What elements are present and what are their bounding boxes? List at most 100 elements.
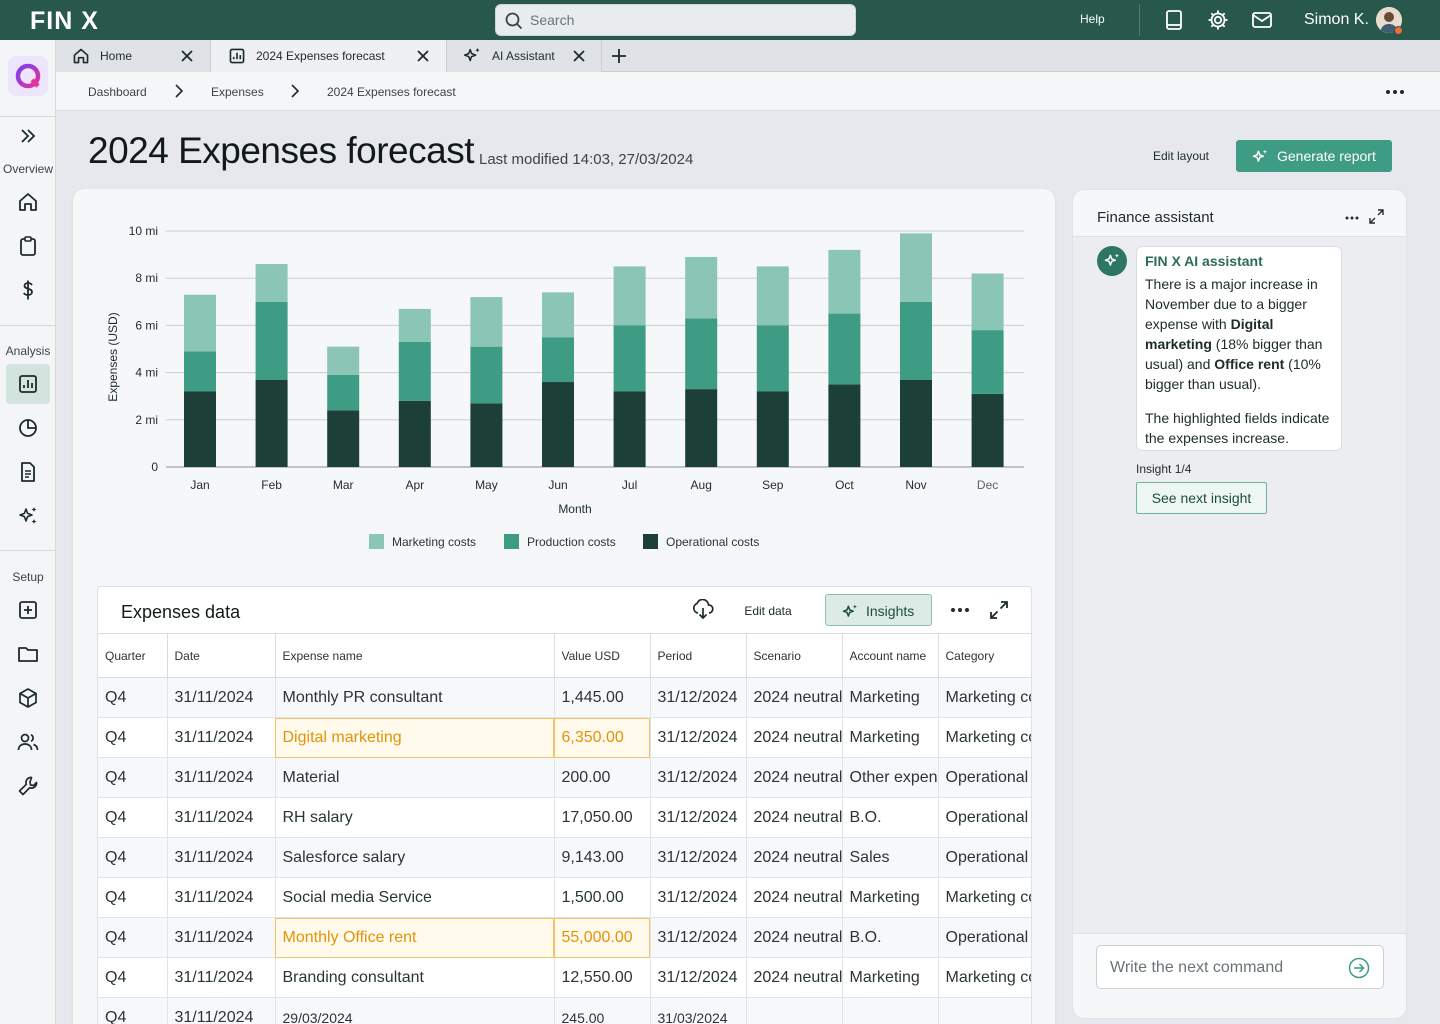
table-row[interactable]: Q4 31/11/2024 Salesforce salary 9,143.00 31/… xyxy=(98,837,1031,878)
book-icon[interactable] xyxy=(1163,9,1185,31)
table-cell[interactable]: 31/12/2024 xyxy=(650,957,747,998)
breadcrumb-dashboard[interactable]: Dashboard xyxy=(88,85,147,99)
bar-production-costs[interactable] xyxy=(900,301,932,380)
table-cell[interactable]: 31/03/2024 xyxy=(650,997,747,1024)
table-cell[interactable]: Operational costs xyxy=(938,797,1031,838)
table-cell[interactable]: Q4 xyxy=(98,677,168,718)
user-name[interactable]: Simon K. xyxy=(1304,11,1369,28)
table-cell[interactable]: 2024 neutral xyxy=(746,877,843,918)
table-cell[interactable]: Q4 xyxy=(98,997,168,1024)
box-icon[interactable] xyxy=(17,687,39,709)
table-row[interactable]: Q4 31/11/2024 Monthly PR consultant 1,445.0… xyxy=(98,677,1031,718)
bar-operational-costs[interactable] xyxy=(327,410,360,467)
table-cell[interactable]: 31/11/2024 xyxy=(167,957,276,998)
generate-report-button[interactable]: Generate report xyxy=(1236,140,1392,172)
table-cell[interactable]: 31/11/2024 xyxy=(167,677,276,718)
folder-icon[interactable] xyxy=(17,643,39,665)
table-cell[interactable]: 2024 neutral xyxy=(746,717,843,758)
table-cell[interactable]: 31/12/2024 xyxy=(650,717,747,758)
add-icon[interactable] xyxy=(17,599,39,621)
table-cell[interactable]: Monthly Office rent xyxy=(275,917,555,958)
table-cell[interactable]: Q4 xyxy=(98,917,168,958)
table-cell[interactable]: 31/12/2024 xyxy=(650,797,747,838)
table-cell[interactable]: B.O. xyxy=(842,797,939,838)
edit-data-button[interactable]: Edit data xyxy=(738,602,798,620)
table-cell[interactable]: 200.00 xyxy=(554,757,651,798)
table-cell[interactable]: Q4 xyxy=(98,877,168,918)
table-cell[interactable]: 31/11/2024 xyxy=(167,837,276,878)
column-header[interactable]: Account name xyxy=(842,633,939,678)
table-row[interactable]: Q4 31/11/2024 29/03/2024 245.00 31/03/2024 xyxy=(98,997,1031,1024)
expand-icon[interactable] xyxy=(17,125,39,147)
table-cell[interactable]: Marketing xyxy=(842,677,939,718)
table-cell[interactable]: Marketing costs xyxy=(938,717,1031,758)
tab-ai-assistant[interactable]: AI Assistant xyxy=(447,40,602,72)
table-cell[interactable]: 31/12/2024 xyxy=(650,677,747,718)
bar-production-costs[interactable] xyxy=(470,346,503,404)
mail-icon[interactable] xyxy=(1251,9,1273,31)
table-cell[interactable]: Marketing xyxy=(842,877,939,918)
bar-operational-costs[interactable] xyxy=(184,391,216,467)
new-tab-icon[interactable] xyxy=(611,48,627,64)
table-cell[interactable]: 2024 neutral xyxy=(746,797,843,838)
bar-marketing-costs[interactable] xyxy=(971,273,1004,331)
table-cell[interactable]: RH salary xyxy=(275,797,555,838)
close-icon[interactable] xyxy=(417,50,429,62)
document-icon[interactable] xyxy=(17,461,39,483)
table-cell[interactable]: 31/11/2024 xyxy=(167,917,276,958)
sparkle-icon[interactable] xyxy=(17,505,39,527)
table-cell[interactable]: Operational costs xyxy=(938,837,1031,878)
table-cell[interactable]: 12,550.00 xyxy=(554,957,651,998)
bar-operational-costs[interactable] xyxy=(542,382,574,467)
column-header[interactable]: Category xyxy=(938,633,1031,678)
expand-icon[interactable] xyxy=(989,600,1009,620)
bar-marketing-costs[interactable] xyxy=(900,233,932,302)
table-cell[interactable]: Q4 xyxy=(98,837,168,878)
bar-marketing-costs[interactable] xyxy=(756,266,789,326)
table-cell[interactable]: Q4 xyxy=(98,797,168,838)
bar-operational-costs[interactable] xyxy=(685,389,718,467)
send-icon[interactable] xyxy=(1348,957,1370,979)
bar-production-costs[interactable] xyxy=(398,341,431,401)
table-cell[interactable]: 31/11/2024 xyxy=(167,797,276,838)
table-cell[interactable]: Monthly PR consultant xyxy=(275,677,555,718)
close-icon[interactable] xyxy=(181,50,193,62)
table-cell[interactable]: 31/11/2024 xyxy=(167,717,276,758)
table-cell[interactable]: 29/03/2024 xyxy=(275,997,555,1024)
bar-operational-costs[interactable] xyxy=(971,393,1004,467)
table-cell[interactable]: 2024 neutral xyxy=(746,677,843,718)
table-cell[interactable] xyxy=(746,997,843,1024)
table-cell[interactable]: 2024 neutral xyxy=(746,957,843,998)
table-cell[interactable]: Material xyxy=(275,757,555,798)
table-row[interactable]: Q4 31/11/2024 RH salary 17,050.00 31/12/2024… xyxy=(98,797,1031,838)
bar-operational-costs[interactable] xyxy=(470,403,503,467)
table-cell[interactable]: 17,050.00 xyxy=(554,797,651,838)
table-cell[interactable]: B.O. xyxy=(842,917,939,958)
bar-operational-costs[interactable] xyxy=(613,391,646,467)
table-cell[interactable]: 31/12/2024 xyxy=(650,917,747,958)
bar-production-costs[interactable] xyxy=(613,325,646,392)
table-cell[interactable]: Sales xyxy=(842,837,939,878)
bar-marketing-costs[interactable] xyxy=(184,294,216,352)
table-row[interactable]: Q4 31/11/2024 Monthly Office rent 55,000.00… xyxy=(98,917,1031,958)
bar-production-costs[interactable] xyxy=(327,374,360,411)
breadcrumb-expenses[interactable]: Expenses xyxy=(211,85,264,99)
table-cell[interactable]: 245.00 xyxy=(554,997,651,1024)
table-cell[interactable]: Q4 xyxy=(98,717,168,758)
table-cell[interactable]: Marketing xyxy=(842,957,939,998)
bar-production-costs[interactable] xyxy=(542,337,574,383)
bar-marketing-costs[interactable] xyxy=(828,249,861,314)
bar-production-costs[interactable] xyxy=(828,313,861,385)
bar-marketing-costs[interactable] xyxy=(542,292,574,338)
table-cell[interactable]: 2024 neutral xyxy=(746,917,843,958)
table-cell[interactable]: Marketing costs xyxy=(938,877,1031,918)
chart-icon[interactable] xyxy=(17,373,39,395)
tab-home[interactable]: Home xyxy=(56,40,211,72)
bar-marketing-costs[interactable] xyxy=(255,264,288,302)
table-cell[interactable]: 1,445.00 xyxy=(554,677,651,718)
bar-operational-costs[interactable] xyxy=(756,391,789,467)
bar-operational-costs[interactable] xyxy=(398,400,431,467)
table-cell[interactable]: Q4 xyxy=(98,957,168,998)
table-cell[interactable]: 2024 neutral xyxy=(746,757,843,798)
column-header[interactable]: Date xyxy=(167,633,276,678)
